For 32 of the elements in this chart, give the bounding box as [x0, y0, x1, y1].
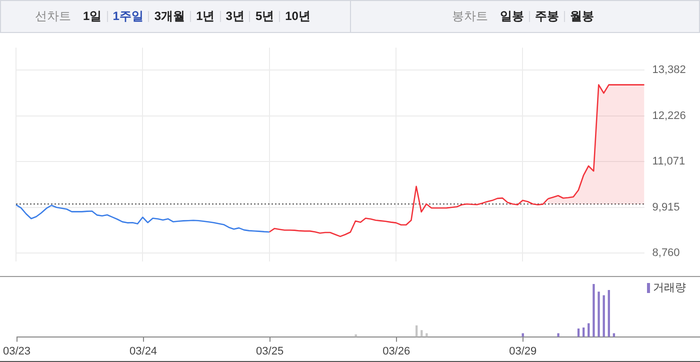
- x-tick-label: 03/23: [3, 345, 31, 358]
- y-tick-label: 8,760: [652, 247, 680, 260]
- x-tick-label: 03/24: [130, 345, 158, 358]
- bar: [598, 292, 600, 337]
- y-tick-label: 9,915: [652, 201, 680, 214]
- y-tick-label: 13,382: [652, 64, 686, 76]
- bar: [557, 333, 560, 337]
- text: 일봉: [500, 8, 524, 25]
- y-tick-label: 11,071: [652, 156, 686, 168]
- text: 10년: [285, 8, 310, 25]
- x-tick-label: 03/26: [382, 345, 410, 358]
- legend-label: 거래량: [653, 282, 686, 294]
- text: 3년: [226, 8, 244, 25]
- bar: [420, 330, 423, 337]
- x-tick-label: 03/29: [509, 345, 537, 358]
- text: 주봉: [535, 8, 559, 25]
- text: 선차트: [35, 8, 71, 25]
- text: 1주일: [112, 8, 144, 25]
- bar: [602, 295, 605, 337]
- bar: [592, 284, 595, 337]
- text: 봉차트: [452, 8, 488, 25]
- x-tick-label: 03/25: [256, 345, 284, 358]
- text: 1일: [83, 8, 102, 25]
- y-tick-label: 12,226: [652, 110, 686, 122]
- text: 1년: [196, 8, 215, 25]
- bar: [608, 290, 610, 337]
- text: 월봉: [570, 8, 594, 25]
- text: 3개월: [154, 8, 186, 25]
- bar: [582, 327, 585, 337]
- bar: [426, 333, 428, 337]
- bar: [577, 328, 580, 337]
- text: 5년: [255, 8, 274, 25]
